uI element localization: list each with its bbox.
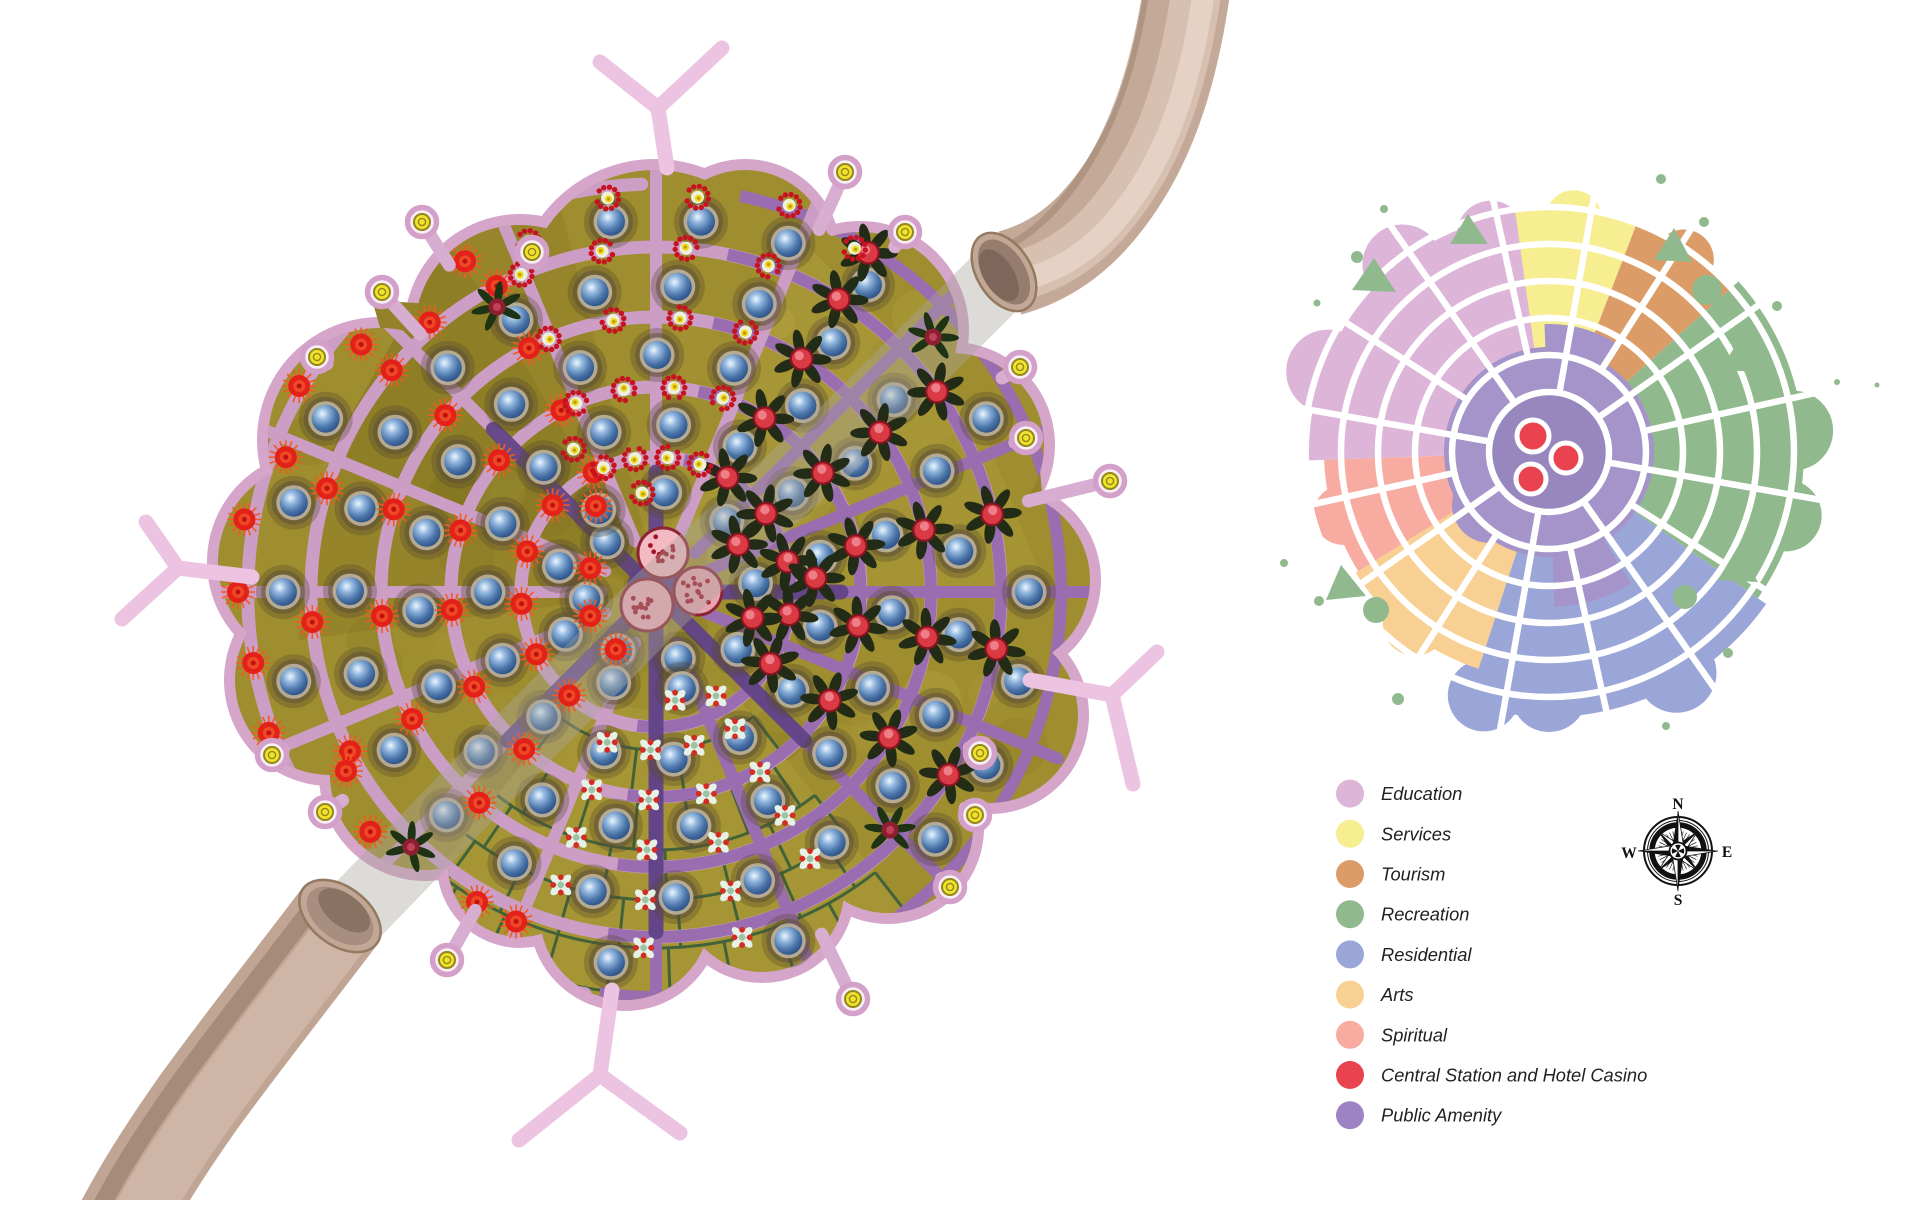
svg-text:Services: Services [1381, 823, 1451, 844]
svg-text:Education: Education [1381, 783, 1462, 804]
svg-text:Residential: Residential [1381, 944, 1472, 965]
svg-text:Recreation: Recreation [1381, 904, 1469, 925]
svg-text:E: E [1722, 844, 1732, 861]
svg-text:Tourism: Tourism [1381, 864, 1445, 885]
svg-text:S: S [1674, 892, 1683, 909]
svg-text:Arts: Arts [1380, 984, 1414, 1005]
svg-text:W: W [1621, 845, 1637, 862]
svg-text:N: N [1672, 796, 1683, 813]
svg-text:Central Station and Hotel Casi: Central Station and Hotel Casino [1381, 1065, 1647, 1086]
svg-text:Public Amenity: Public Amenity [1381, 1105, 1503, 1126]
svg-text:Spiritual: Spiritual [1381, 1024, 1448, 1045]
